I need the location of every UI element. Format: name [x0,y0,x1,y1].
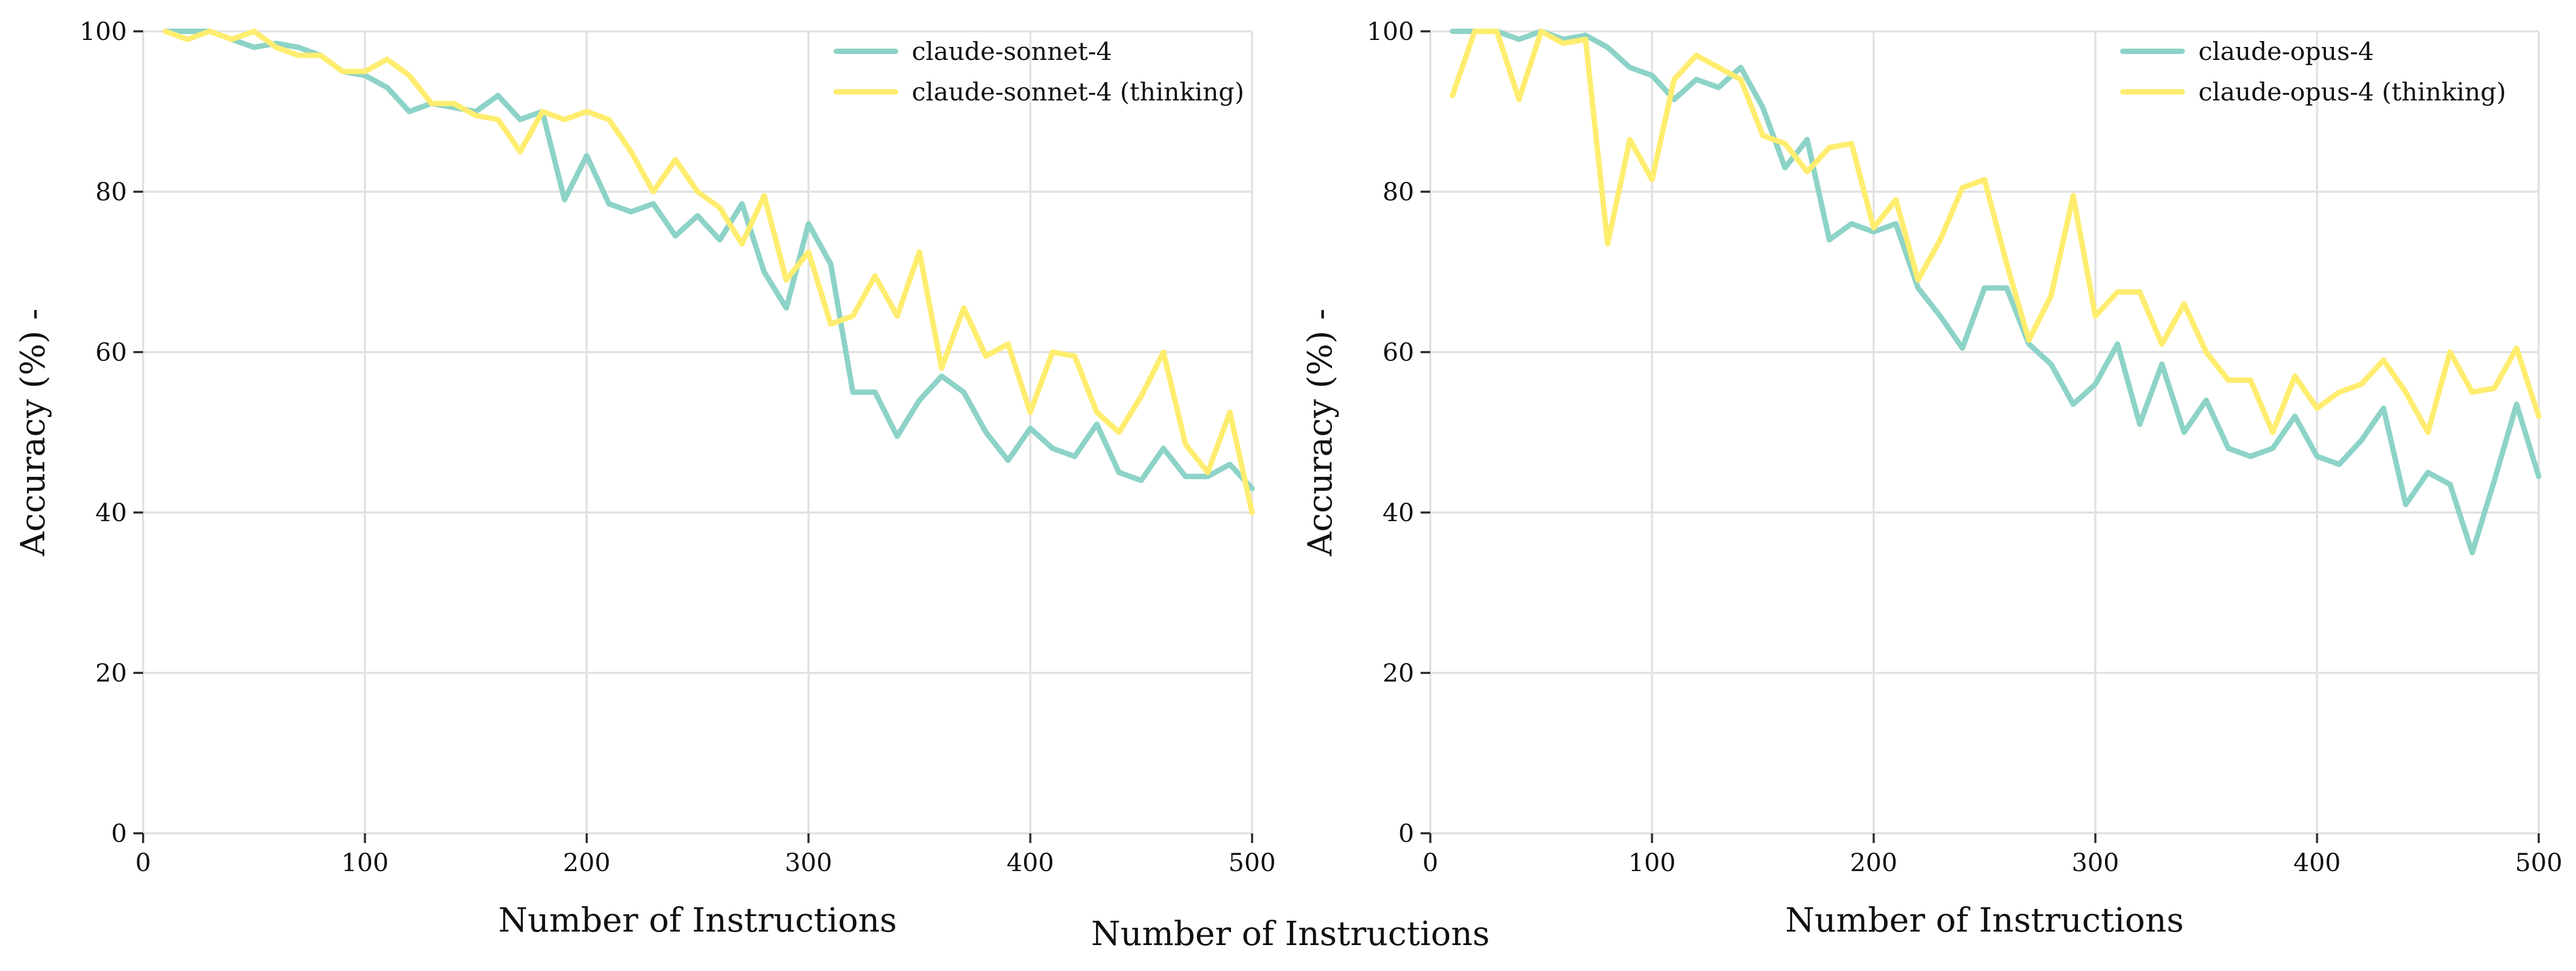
y-tick-label: 40 [1382,498,1414,527]
series-line-claude-sonnet-4-thinking- [163,29,1255,515]
left-chart-panel: 0 20 40 60 80 100 0 100 200 300 400 500 Number of In… [13,17,1276,940]
x-tick-label: 0 [135,848,151,877]
legend-label: claude-opus-4 [2198,37,2374,66]
series-line-claude-opus-4-thinking- [1450,29,2541,435]
x-tick-label: 500 [1228,848,1276,877]
legend-label: claude-opus-4 (thinking) [2198,77,2506,106]
right-chart-panel: 0 20 40 60 80 100 0 100 200 300 400 500 Number of In… [1300,17,2562,940]
x-tick-label: 400 [1006,848,1054,877]
x-tick-label: 300 [785,848,832,877]
y-tick-label: 80 [1382,177,1414,206]
y-tick-label: 0 [111,819,127,848]
x-axis-title: Number of Instructions [499,900,897,940]
x-tick-label: 0 [1422,848,1438,877]
y-tick-label: 20 [1382,658,1414,687]
series-line-claude-opus-4 [1450,29,2541,556]
y-axis-title: Accuracy (%) - [13,308,52,556]
shared-x-axis-title: Number of Instructions [1091,914,1490,953]
y-tick-label: 20 [95,658,127,687]
x-tick-label: 200 [563,848,610,877]
y-axis-title: Accuracy (%) - [1300,308,1340,556]
y-tick-label: 100 [79,17,127,46]
legend-label: claude-sonnet-4 [912,37,1112,66]
y-tick-label: 40 [95,498,127,527]
x-tick-label: 100 [341,848,389,877]
x-tick-label: 400 [2293,848,2341,877]
x-tick-label: 500 [2515,848,2562,877]
y-tick-label: 60 [1382,338,1414,367]
y-tick-label: 0 [1398,819,1414,848]
x-tick-label: 300 [2071,848,2119,877]
x-tick-label: 200 [1850,848,1898,877]
y-tick-label: 80 [95,177,127,206]
legend-label: claude-sonnet-4 (thinking) [912,77,1244,106]
x-axis-title: Number of Instructions [1785,900,2184,940]
y-tick-label: 60 [95,338,127,367]
y-tick-label: 100 [1367,17,1414,46]
x-tick-label: 100 [1628,848,1676,877]
